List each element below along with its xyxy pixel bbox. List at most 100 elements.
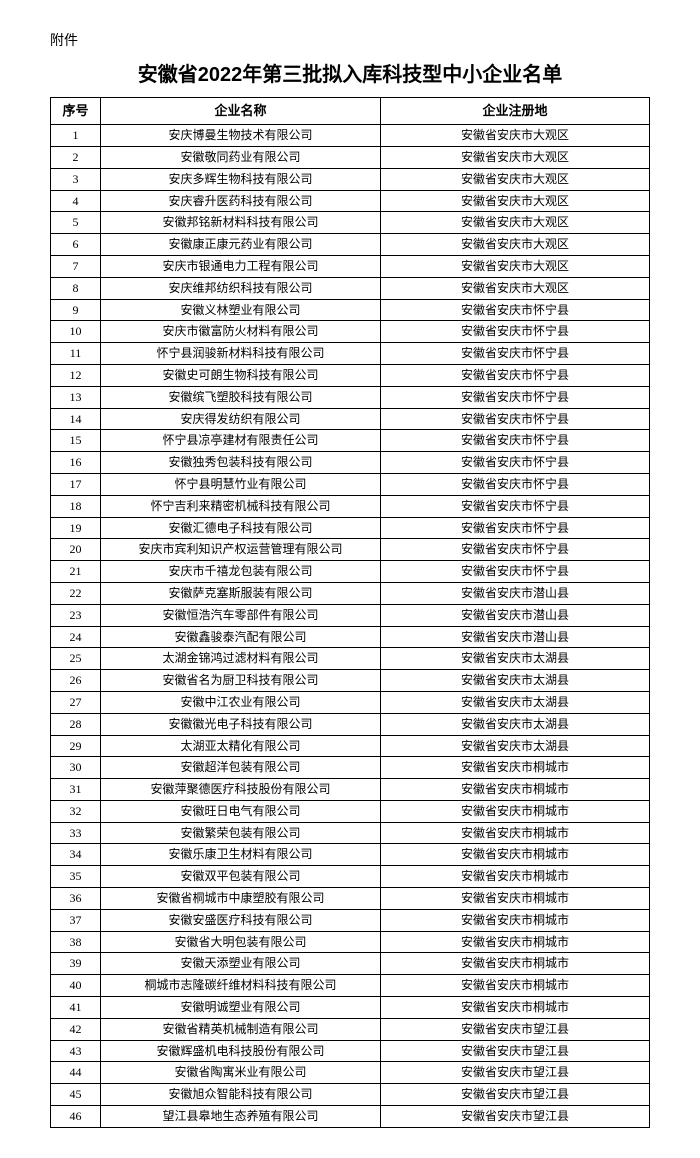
table-row: 12安徽史可朗生物科技有限公司安徽省安庆市怀宁县 <box>51 364 650 386</box>
cell-seq: 14 <box>51 408 101 430</box>
cell-location: 安徽省安庆市桐城市 <box>381 975 650 997</box>
cell-name: 安庆博曼生物技术有限公司 <box>101 125 381 147</box>
cell-location: 安徽省安庆市怀宁县 <box>381 386 650 408</box>
table-row: 16安徽独秀包装科技有限公司安徽省安庆市怀宁县 <box>51 452 650 474</box>
cell-name: 安徽省桐城市中康塑胶有限公司 <box>101 888 381 910</box>
cell-seq: 30 <box>51 757 101 779</box>
table-row: 11怀宁县润骏新材料科技有限公司安徽省安庆市怀宁县 <box>51 343 650 365</box>
table-row: 18怀宁吉利来精密机械科技有限公司安徽省安庆市怀宁县 <box>51 495 650 517</box>
table-row: 21安庆市千禧龙包装有限公司安徽省安庆市怀宁县 <box>51 561 650 583</box>
table-row: 45安徽旭众智能科技有限公司安徽省安庆市望江县 <box>51 1084 650 1106</box>
cell-name: 安徽辉盛机电科技股份有限公司 <box>101 1040 381 1062</box>
cell-location: 安徽省安庆市怀宁县 <box>381 299 650 321</box>
cell-location: 安徽省安庆市桐城市 <box>381 931 650 953</box>
header-location: 企业注册地 <box>381 98 650 125</box>
cell-location: 安徽省安庆市潜山县 <box>381 582 650 604</box>
cell-location: 安徽省安庆市望江县 <box>381 1040 650 1062</box>
cell-seq: 25 <box>51 648 101 670</box>
table-row: 9安徽义林塑业有限公司安徽省安庆市怀宁县 <box>51 299 650 321</box>
cell-location: 安徽省安庆市桐城市 <box>381 866 650 888</box>
cell-seq: 27 <box>51 691 101 713</box>
cell-location: 安徽省安庆市大观区 <box>381 125 650 147</box>
cell-location: 安徽省安庆市大观区 <box>381 277 650 299</box>
cell-location: 安徽省安庆市望江县 <box>381 1084 650 1106</box>
cell-name: 安徽旭众智能科技有限公司 <box>101 1084 381 1106</box>
cell-name: 安徽明诚塑业有限公司 <box>101 997 381 1019</box>
table-row: 44安徽省陶寓米业有限公司安徽省安庆市望江县 <box>51 1062 650 1084</box>
cell-name: 安庆得发纺织有限公司 <box>101 408 381 430</box>
cell-name: 安庆市徽富防火材料有限公司 <box>101 321 381 343</box>
cell-seq: 8 <box>51 277 101 299</box>
cell-location: 安徽省安庆市桐城市 <box>381 779 650 801</box>
cell-name: 安庆睿升医药科技有限公司 <box>101 190 381 212</box>
cell-seq: 12 <box>51 364 101 386</box>
cell-name: 安徽天添塑业有限公司 <box>101 953 381 975</box>
cell-location: 安徽省安庆市怀宁县 <box>381 321 650 343</box>
table-row: 42安徽省精英机械制造有限公司安徽省安庆市望江县 <box>51 1018 650 1040</box>
cell-seq: 28 <box>51 713 101 735</box>
cell-name: 安徽鑫骏泰汽配有限公司 <box>101 626 381 648</box>
cell-name: 安徽省名为厨卫科技有限公司 <box>101 670 381 692</box>
cell-seq: 2 <box>51 146 101 168</box>
table-row: 14安庆得发纺织有限公司安徽省安庆市怀宁县 <box>51 408 650 430</box>
attachment-label: 附件 <box>50 30 650 50</box>
cell-name: 安徽独秀包装科技有限公司 <box>101 452 381 474</box>
table-row: 28安徽徽光电子科技有限公司安徽省安庆市太湖县 <box>51 713 650 735</box>
cell-location: 安徽省安庆市大观区 <box>381 255 650 277</box>
cell-location: 安徽省安庆市大观区 <box>381 190 650 212</box>
cell-location: 安徽省安庆市太湖县 <box>381 691 650 713</box>
table-row: 41安徽明诚塑业有限公司安徽省安庆市桐城市 <box>51 997 650 1019</box>
cell-seq: 7 <box>51 255 101 277</box>
cell-location: 安徽省安庆市桐城市 <box>381 844 650 866</box>
table-row: 43安徽辉盛机电科技股份有限公司安徽省安庆市望江县 <box>51 1040 650 1062</box>
cell-name: 安徽徽光电子科技有限公司 <box>101 713 381 735</box>
table-row: 3安庆多辉生物科技有限公司安徽省安庆市大观区 <box>51 168 650 190</box>
cell-name: 安庆维邦纺织科技有限公司 <box>101 277 381 299</box>
cell-location: 安徽省安庆市桐城市 <box>381 800 650 822</box>
table-row: 29太湖亚太精化有限公司安徽省安庆市太湖县 <box>51 735 650 757</box>
cell-seq: 16 <box>51 452 101 474</box>
cell-location: 安徽省安庆市大观区 <box>381 168 650 190</box>
cell-seq: 44 <box>51 1062 101 1084</box>
cell-name: 安庆市千禧龙包装有限公司 <box>101 561 381 583</box>
cell-location: 安徽省安庆市潜山县 <box>381 626 650 648</box>
table-row: 6安徽康正康元药业有限公司安徽省安庆市大观区 <box>51 234 650 256</box>
table-row: 37安徽安盛医疗科技有限公司安徽省安庆市桐城市 <box>51 909 650 931</box>
cell-name: 安徽乐康卫生材料有限公司 <box>101 844 381 866</box>
cell-location: 安徽省安庆市怀宁县 <box>381 561 650 583</box>
table-row: 30安徽超洋包装有限公司安徽省安庆市桐城市 <box>51 757 650 779</box>
cell-name: 安徽安盛医疗科技有限公司 <box>101 909 381 931</box>
cell-seq: 45 <box>51 1084 101 1106</box>
cell-seq: 9 <box>51 299 101 321</box>
cell-seq: 29 <box>51 735 101 757</box>
cell-name: 安庆市银通电力工程有限公司 <box>101 255 381 277</box>
cell-name: 桐城市志隆碳纤维材料科技有限公司 <box>101 975 381 997</box>
cell-name: 安庆市宾利知识产权运营管理有限公司 <box>101 539 381 561</box>
table-row: 24安徽鑫骏泰汽配有限公司安徽省安庆市潜山县 <box>51 626 650 648</box>
cell-location: 安徽省安庆市太湖县 <box>381 648 650 670</box>
cell-seq: 5 <box>51 212 101 234</box>
cell-location: 安徽省安庆市怀宁县 <box>381 343 650 365</box>
cell-name: 安徽缤飞塑胶科技有限公司 <box>101 386 381 408</box>
cell-name: 安徽省精英机械制造有限公司 <box>101 1018 381 1040</box>
cell-seq: 26 <box>51 670 101 692</box>
cell-name: 安庆多辉生物科技有限公司 <box>101 168 381 190</box>
cell-location: 安徽省安庆市怀宁县 <box>381 452 650 474</box>
table-row: 15怀宁县凉亭建材有限责任公司安徽省安庆市怀宁县 <box>51 430 650 452</box>
cell-location: 安徽省安庆市潜山县 <box>381 604 650 626</box>
cell-seq: 15 <box>51 430 101 452</box>
table-row: 34安徽乐康卫生材料有限公司安徽省安庆市桐城市 <box>51 844 650 866</box>
cell-seq: 21 <box>51 561 101 583</box>
cell-seq: 36 <box>51 888 101 910</box>
table-row: 4安庆睿升医药科技有限公司安徽省安庆市大观区 <box>51 190 650 212</box>
cell-location: 安徽省安庆市怀宁县 <box>381 408 650 430</box>
table-header-row: 序号 企业名称 企业注册地 <box>51 98 650 125</box>
table-row: 5安徽邦铭新材料科技有限公司安徽省安庆市大观区 <box>51 212 650 234</box>
cell-name: 怀宁县润骏新材料科技有限公司 <box>101 343 381 365</box>
cell-name: 安徽敬同药业有限公司 <box>101 146 381 168</box>
cell-location: 安徽省安庆市桐城市 <box>381 997 650 1019</box>
cell-name: 安徽萍聚德医疗科技股份有限公司 <box>101 779 381 801</box>
cell-name: 安徽双平包装有限公司 <box>101 866 381 888</box>
table-row: 27安徽中江农业有限公司安徽省安庆市太湖县 <box>51 691 650 713</box>
cell-seq: 40 <box>51 975 101 997</box>
